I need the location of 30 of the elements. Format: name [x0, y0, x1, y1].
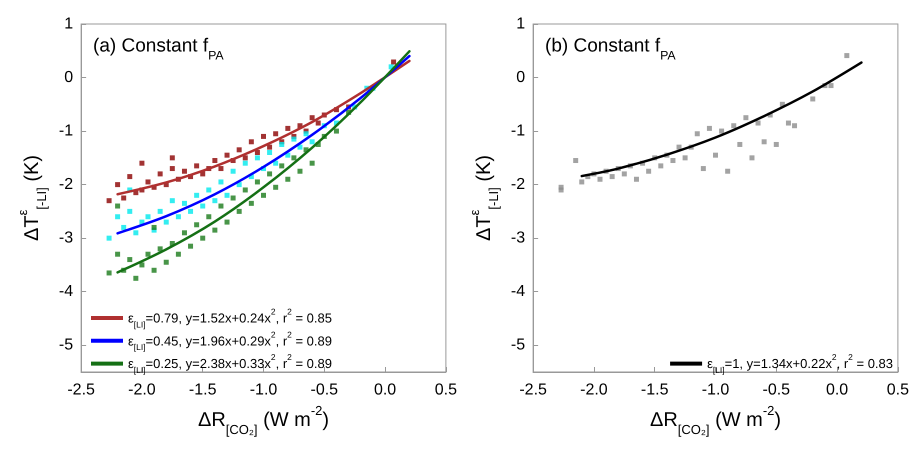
y-tick-label: 1	[64, 16, 74, 32]
y-tick-label: 0	[64, 69, 74, 86]
y-tick-label: -5	[510, 336, 526, 354]
x-tick-label: -2.0	[580, 382, 608, 398]
x-tick-label: 0.5	[434, 382, 458, 398]
x-tick-label: -2.5	[519, 382, 548, 398]
y-tick-label: -5	[58, 336, 74, 354]
x-tick-label: 0.0	[826, 382, 848, 398]
x-tick-label: -0.5	[762, 382, 790, 398]
y-tick-label: -4	[510, 283, 526, 300]
y-axis-title: ΔTε[-LI] (K)	[15, 155, 49, 241]
x-tick-label: 0.5	[886, 382, 910, 398]
x-tick-label: -1.5	[188, 382, 217, 398]
x-tick-label: -2.5	[67, 382, 96, 398]
y-tick-label: -3	[510, 230, 526, 247]
x-tick-label: -0.5	[310, 382, 338, 398]
y-axis-title: ΔTε[-LI] (K)	[467, 155, 501, 241]
y-tick-label: 1	[516, 16, 526, 32]
y-tick-label: -1	[510, 122, 526, 140]
y-tick-label: -2	[510, 176, 526, 194]
x-tick-label: -1.0	[702, 382, 730, 398]
y-tick-label: 0	[516, 69, 526, 86]
x-tick-label: 0.0	[374, 382, 396, 398]
x-tick-label: -1.0	[250, 382, 278, 398]
y-tick-label: -1	[58, 122, 74, 140]
y-tick-label: -2	[58, 176, 74, 194]
y-tick-label: -3	[58, 230, 74, 247]
x-tick-label: -2.0	[128, 382, 156, 398]
x-tick-label: -1.5	[640, 382, 669, 398]
y-tick-label: -4	[58, 283, 74, 300]
